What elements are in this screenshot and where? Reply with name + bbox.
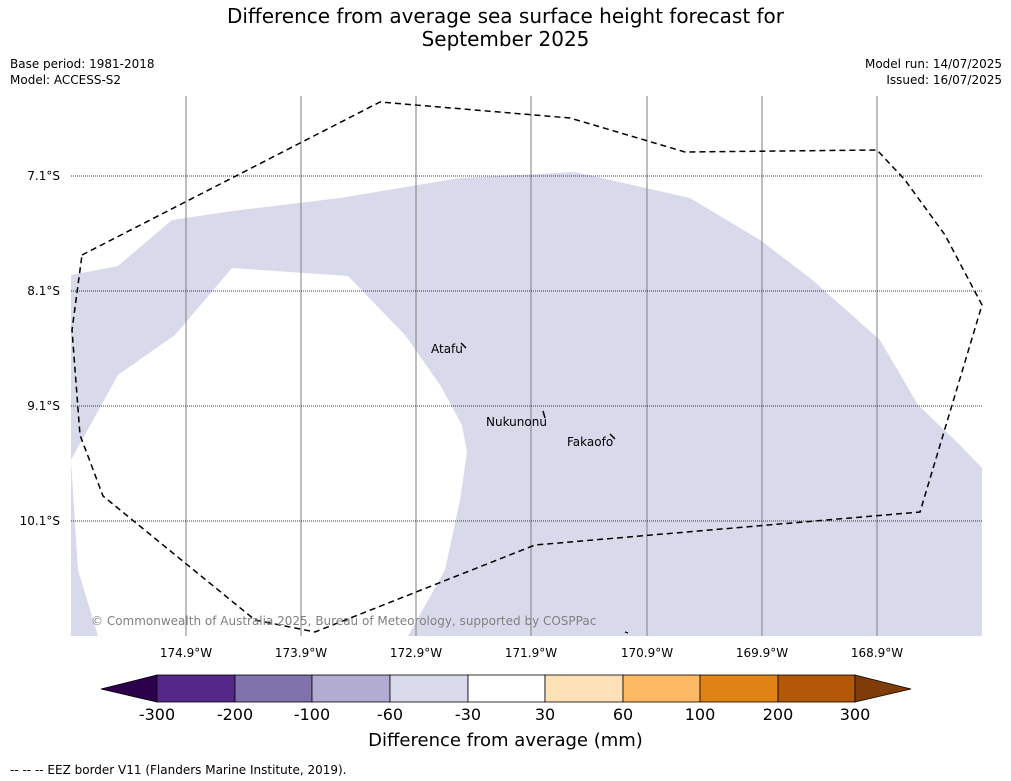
colorbar-tick: -60 bbox=[376, 705, 404, 724]
model-run: Model run: 14/07/2025 bbox=[864, 57, 1002, 71]
colorbar-title: Difference from average (mm) bbox=[368, 730, 643, 751]
model-name: Model: ACCESS-S2 bbox=[10, 73, 122, 87]
colorbar-segment bbox=[234, 674, 313, 703]
lon-label: 171.9°W bbox=[504, 646, 558, 660]
lat-label: 8.1°S bbox=[27, 284, 60, 298]
colorbar-tick: 60 bbox=[612, 705, 634, 724]
lat-label: 10.1°S bbox=[19, 514, 60, 528]
lon-label: 173.9°W bbox=[274, 646, 328, 660]
atafu-island bbox=[460, 342, 467, 349]
copyright-notice: © Commonwealth of Australia 2025, Bureau… bbox=[91, 614, 597, 628]
colorbar-segment bbox=[544, 674, 624, 703]
place-label-atafu: Atafu bbox=[431, 342, 463, 356]
anomaly-field-left-strip bbox=[71, 460, 98, 636]
colorbar-tick: 200 bbox=[762, 705, 794, 724]
colorbar-tick: -100 bbox=[293, 705, 331, 724]
colorbar-tick: 30 bbox=[534, 705, 556, 724]
fakaofo-island bbox=[609, 433, 616, 440]
map-title: Difference from average sea surface heig… bbox=[0, 5, 1011, 51]
lon-label: 174.9°W bbox=[159, 646, 213, 660]
eez-border-note: -- -- -- EEZ border V11 (Flanders Marine… bbox=[10, 763, 347, 777]
colorbar-min-extension bbox=[100, 674, 158, 703]
meta-right: Model run: 14/07/2025 Issued: 16/07/2025 bbox=[865, 56, 1002, 88]
lon-label: 170.9°W bbox=[620, 646, 674, 660]
colorbar-segment bbox=[311, 674, 391, 703]
title-line-1: Difference from average sea surface heig… bbox=[226, 4, 785, 28]
anomaly-field bbox=[71, 172, 982, 636]
lat-label: 9.1°S bbox=[27, 399, 60, 413]
small-island bbox=[624, 631, 629, 634]
colorbar bbox=[100, 674, 912, 703]
colorbar-segment bbox=[467, 674, 546, 703]
colorbar-segment bbox=[699, 674, 779, 703]
colorbar-tick: -30 bbox=[454, 705, 482, 724]
colorbar-tick: -200 bbox=[216, 705, 254, 724]
lon-label: 172.9°W bbox=[389, 646, 443, 660]
base-period: Base period: 1981-2018 bbox=[10, 57, 155, 71]
colorbar-tick: 300 bbox=[839, 705, 871, 724]
colorbar-segment bbox=[777, 674, 856, 703]
lat-label: 7.1°S bbox=[27, 169, 60, 183]
lon-label: 168.9°W bbox=[850, 646, 904, 660]
title-line-2: September 2025 bbox=[421, 27, 590, 51]
colorbar-max-extension bbox=[854, 674, 912, 703]
nukunonu-island bbox=[542, 410, 546, 419]
place-label-fakaofo: Fakaofo bbox=[567, 435, 614, 449]
meta-left: Base period: 1981-2018 Model: ACCESS-S2 bbox=[10, 56, 155, 88]
colorbar-tick: -300 bbox=[138, 705, 176, 724]
colorbar-segment bbox=[389, 674, 469, 703]
colorbar-tick: 100 bbox=[684, 705, 716, 724]
issued-date: Issued: 16/07/2025 bbox=[886, 73, 1002, 87]
colorbar-segment bbox=[622, 674, 701, 703]
colorbar-segment bbox=[156, 674, 236, 703]
place-label-nukunonu: Nukunonu bbox=[486, 415, 547, 429]
eez-border bbox=[71, 101, 983, 633]
lon-label: 169.9°W bbox=[735, 646, 789, 660]
